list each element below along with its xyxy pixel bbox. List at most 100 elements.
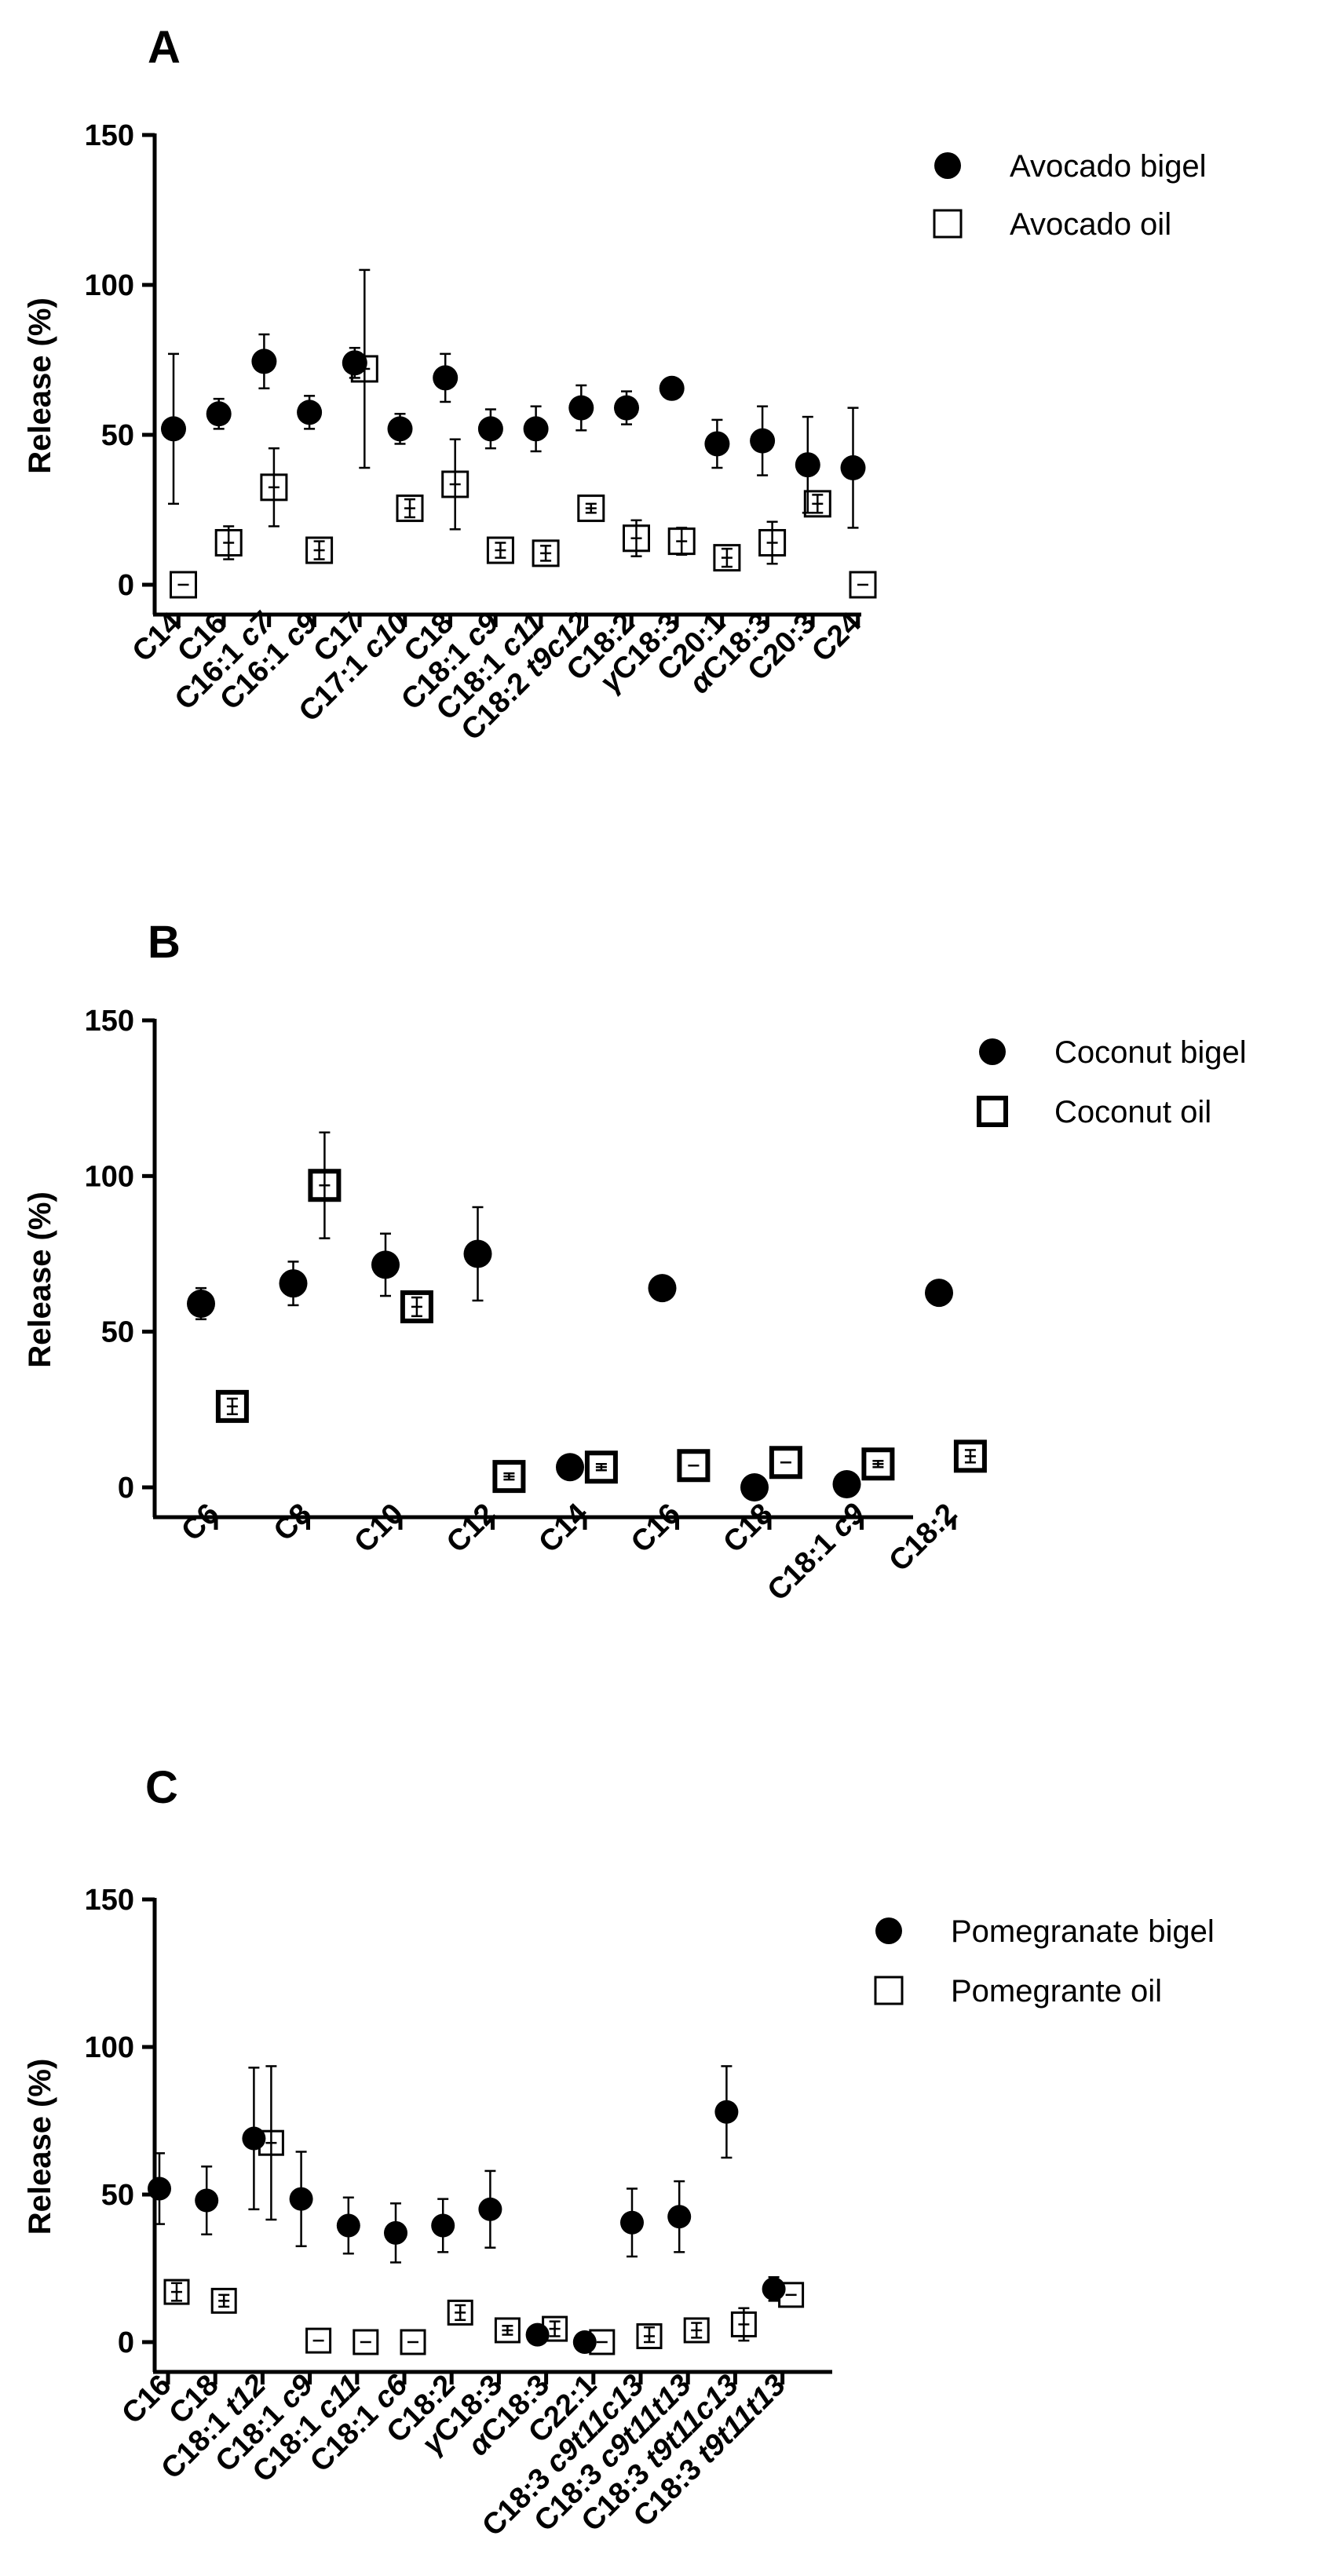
panel-letter: A [148,22,181,73]
data-point-0 [750,428,776,454]
legend-marker-0 [979,1038,1006,1065]
data-point-0 [289,2187,313,2211]
data-point-0 [478,2197,502,2221]
data-point-1 [778,2282,805,2308]
data-point-1 [163,2279,190,2305]
data-point-0 [572,2330,597,2354]
y-tick-label: 150 [85,1005,134,1038]
data-point-1 [713,544,741,572]
data-point-1 [441,470,470,498]
data-point-0 [762,2277,786,2301]
legend-marker-0 [875,1917,902,1944]
data-point-1 [636,2322,663,2349]
data-point-0 [840,455,866,481]
legend-marker-1 [933,209,963,239]
data-point-0 [667,2205,692,2229]
y-tick-label: 50 [101,2179,134,2212]
y-tick-label: 50 [101,419,134,452]
y-axis-label: Release (%) [23,1191,57,1368]
y-tick-label: 150 [85,119,134,152]
data-point-1 [589,2329,616,2355]
legend-label-0: Coconut bigel [1054,1035,1247,1070]
legend-label-1: Avocado oil [1010,207,1171,242]
legend-label-1: Coconut oil [1054,1095,1211,1129]
data-point-1 [494,2317,521,2344]
legend-marker-0 [934,152,961,179]
data-point-1 [258,2129,284,2156]
data-point-1 [542,2315,568,2342]
y-tick-label: 100 [85,2031,134,2064]
data-point-0 [556,1453,584,1482]
data-point-1 [350,355,378,383]
data-point-0 [925,1279,953,1308]
data-point-0 [568,395,594,421]
data-point-0 [714,2100,739,2124]
data-point-1 [577,494,605,523]
data-point-1 [492,1460,526,1494]
y-tick-label: 0 [118,2326,134,2359]
data-point-1 [305,2327,332,2354]
y-tick-label: 100 [85,269,134,302]
data-point-0 [384,2220,407,2245]
data-point-0 [279,1269,308,1298]
data-point-0 [161,416,186,442]
legend-marker-1 [977,1096,1008,1127]
data-point-0 [251,348,277,374]
data-point-1 [308,1169,342,1202]
data-point-1 [667,527,696,556]
data-point-0 [620,2210,644,2235]
data-point-0 [740,1473,769,1501]
data-point-0 [795,452,820,478]
data-point-0 [336,2213,360,2238]
data-point-0 [523,416,549,442]
panel-letter: B [148,917,181,968]
data-point-0 [463,1239,492,1268]
legend-marker-1 [874,1976,904,2005]
data-point-1 [584,1450,618,1484]
panel-letter: C [145,1762,178,1813]
data-point-1 [758,529,787,557]
data-point-0 [297,400,323,425]
data-point-0 [704,431,730,457]
data-point-1 [170,571,197,599]
data-point-1 [532,539,560,567]
data-point-1 [677,1449,711,1483]
y-axis-label: Release (%) [23,2059,57,2235]
data-point-1 [803,490,831,518]
data-point-1 [305,536,334,564]
y-tick-label: 50 [101,1316,134,1349]
data-point-0 [187,1289,215,1318]
data-point-1 [215,1389,249,1423]
data-point-1 [260,473,288,502]
data-point-0 [195,2188,219,2213]
data-point-1 [447,2299,473,2326]
data-point-1 [353,2329,379,2355]
data-point-0 [206,401,232,427]
data-point-1 [214,529,243,557]
y-tick-label: 0 [118,569,134,602]
data-point-1 [683,2317,710,2344]
data-point-1 [769,1446,802,1480]
data-point-1 [953,1439,987,1473]
data-point-1 [396,494,424,523]
data-point-0 [431,2213,455,2238]
y-tick-label: 150 [85,1884,134,1917]
data-point-1 [486,536,514,564]
data-point-0 [342,350,367,376]
data-point-0 [832,1470,861,1499]
data-point-0 [525,2322,550,2347]
data-point-1 [730,2311,757,2337]
data-point-0 [659,375,685,401]
y-tick-label: 0 [118,1472,134,1505]
data-point-1 [623,524,650,553]
data-point-0 [614,395,639,421]
data-point-1 [210,2287,237,2314]
data-point-1 [400,1290,433,1323]
legend-label-1: Pomegrante oil [951,1974,1162,2009]
y-axis-label: Release (%) [23,297,57,474]
data-point-1 [849,571,877,599]
data-point-0 [477,416,503,442]
data-point-0 [387,416,413,442]
